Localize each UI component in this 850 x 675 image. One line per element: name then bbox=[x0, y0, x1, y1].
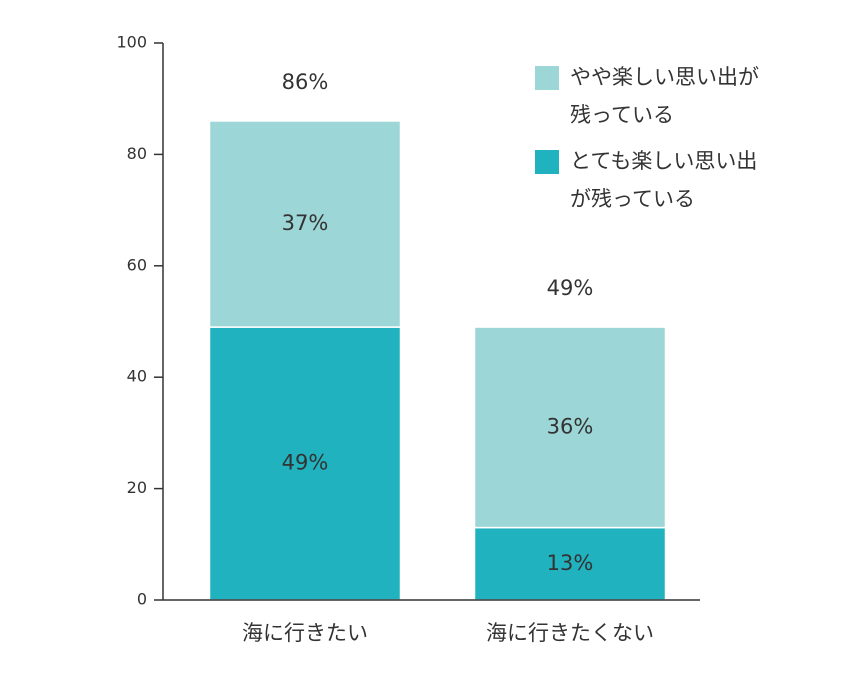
value-label: 13% bbox=[547, 551, 594, 575]
value-label: 49% bbox=[282, 451, 329, 475]
legend: やや楽しい思い出が残っている とても楽しい思い出が残っている bbox=[535, 58, 805, 226]
y-tick-label: 40 bbox=[127, 367, 147, 386]
legend-swatch bbox=[535, 150, 559, 174]
x-tick-label: 海に行きたくない bbox=[486, 621, 654, 645]
legend-item: やや楽しい思い出が残っている bbox=[535, 58, 767, 134]
bar-segment bbox=[473, 326, 667, 529]
y-tick-label: 0 bbox=[137, 590, 147, 609]
legend-label: やや楽しい思い出が残っている bbox=[570, 65, 759, 127]
bar-segment bbox=[208, 120, 402, 328]
x-tick-label: 海に行きたい bbox=[242, 621, 368, 645]
bar-segment bbox=[208, 326, 402, 601]
total-label: 49% bbox=[547, 276, 594, 300]
value-label: 36% bbox=[547, 414, 594, 438]
y-tick-label: 100 bbox=[116, 33, 147, 52]
legend-label: とても楽しい思い出が残っている bbox=[570, 149, 758, 211]
total-label: 86% bbox=[282, 70, 329, 94]
y-tick-label: 60 bbox=[127, 255, 147, 274]
legend-swatch bbox=[535, 66, 559, 90]
y-tick-label: 20 bbox=[127, 478, 147, 497]
legend-item: とても楽しい思い出が残っている bbox=[535, 142, 767, 218]
bar-segment bbox=[473, 526, 667, 601]
value-label: 37% bbox=[282, 211, 329, 235]
y-tick-label: 80 bbox=[127, 144, 147, 163]
